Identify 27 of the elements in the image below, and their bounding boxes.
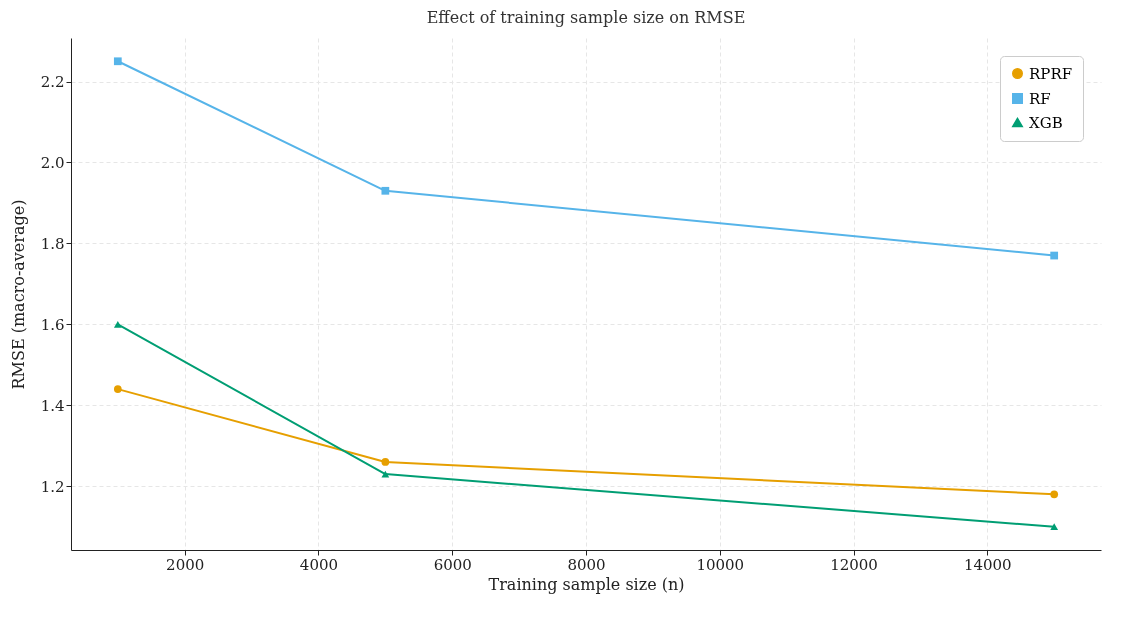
x-tick-label: 10000 — [696, 555, 745, 574]
point — [1050, 490, 1059, 499]
point — [113, 57, 122, 66]
x-tick-label: 12000 — [830, 555, 878, 574]
legend-label: XGB — [1029, 113, 1063, 132]
chart-title: Effect of training sample size on RMSE — [426, 8, 746, 27]
point — [1050, 523, 1059, 531]
x-tick-label: 6000 — [433, 555, 472, 574]
x-tick-label: 2000 — [166, 555, 205, 574]
point — [1050, 251, 1059, 260]
point — [381, 186, 390, 195]
y-tick-label: 1.2 — [40, 477, 65, 496]
y-tick-label: 1.6 — [40, 315, 65, 334]
y-tick-label: 2.0 — [40, 153, 65, 172]
y-tick-label: 1.8 — [40, 234, 65, 253]
y-axis-title: RMSE (macro-average) — [8, 199, 28, 390]
x-axis-title: Training sample size (n) — [488, 574, 685, 594]
y-tick-label: 1.4 — [40, 396, 65, 415]
x-tick-label: 4000 — [299, 555, 339, 574]
legend-label: RF — [1029, 89, 1051, 108]
point — [113, 385, 122, 393]
point — [381, 458, 390, 466]
y-tick-label: 2.2 — [40, 73, 65, 92]
legend-label: RPRF — [1029, 64, 1073, 83]
point — [113, 321, 122, 328]
x-tick-label: 14000 — [963, 555, 1012, 574]
x-tick-label: 8000 — [567, 555, 606, 574]
